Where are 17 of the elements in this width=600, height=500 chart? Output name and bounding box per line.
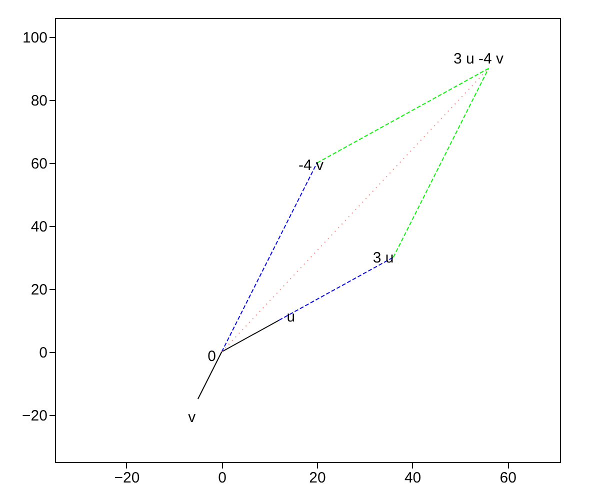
annotation: u — [286, 308, 296, 326]
x-tick-label: 20 — [309, 470, 326, 486]
annotation: -4 v — [298, 156, 324, 174]
y-tick-label: 60 — [30, 155, 48, 172]
annotation: 0 — [208, 348, 216, 365]
x-tick-label: 40 — [404, 470, 422, 486]
y-tick-label: 20 — [30, 281, 48, 298]
x-tick-label: 0 — [218, 470, 226, 486]
y-tick-label: 40 — [30, 218, 48, 236]
annotation: v — [188, 409, 196, 426]
annotation: 3 u -4 v — [454, 50, 504, 68]
y-tick-label: 0 — [39, 344, 48, 362]
x-tick-label: 60 — [500, 470, 516, 486]
y-tick-label: 80 — [30, 92, 48, 110]
y-tick-label: −20 — [22, 407, 48, 424]
y-tick-label: 100 — [22, 29, 48, 46]
x-tick-label: −20 — [114, 470, 140, 486]
